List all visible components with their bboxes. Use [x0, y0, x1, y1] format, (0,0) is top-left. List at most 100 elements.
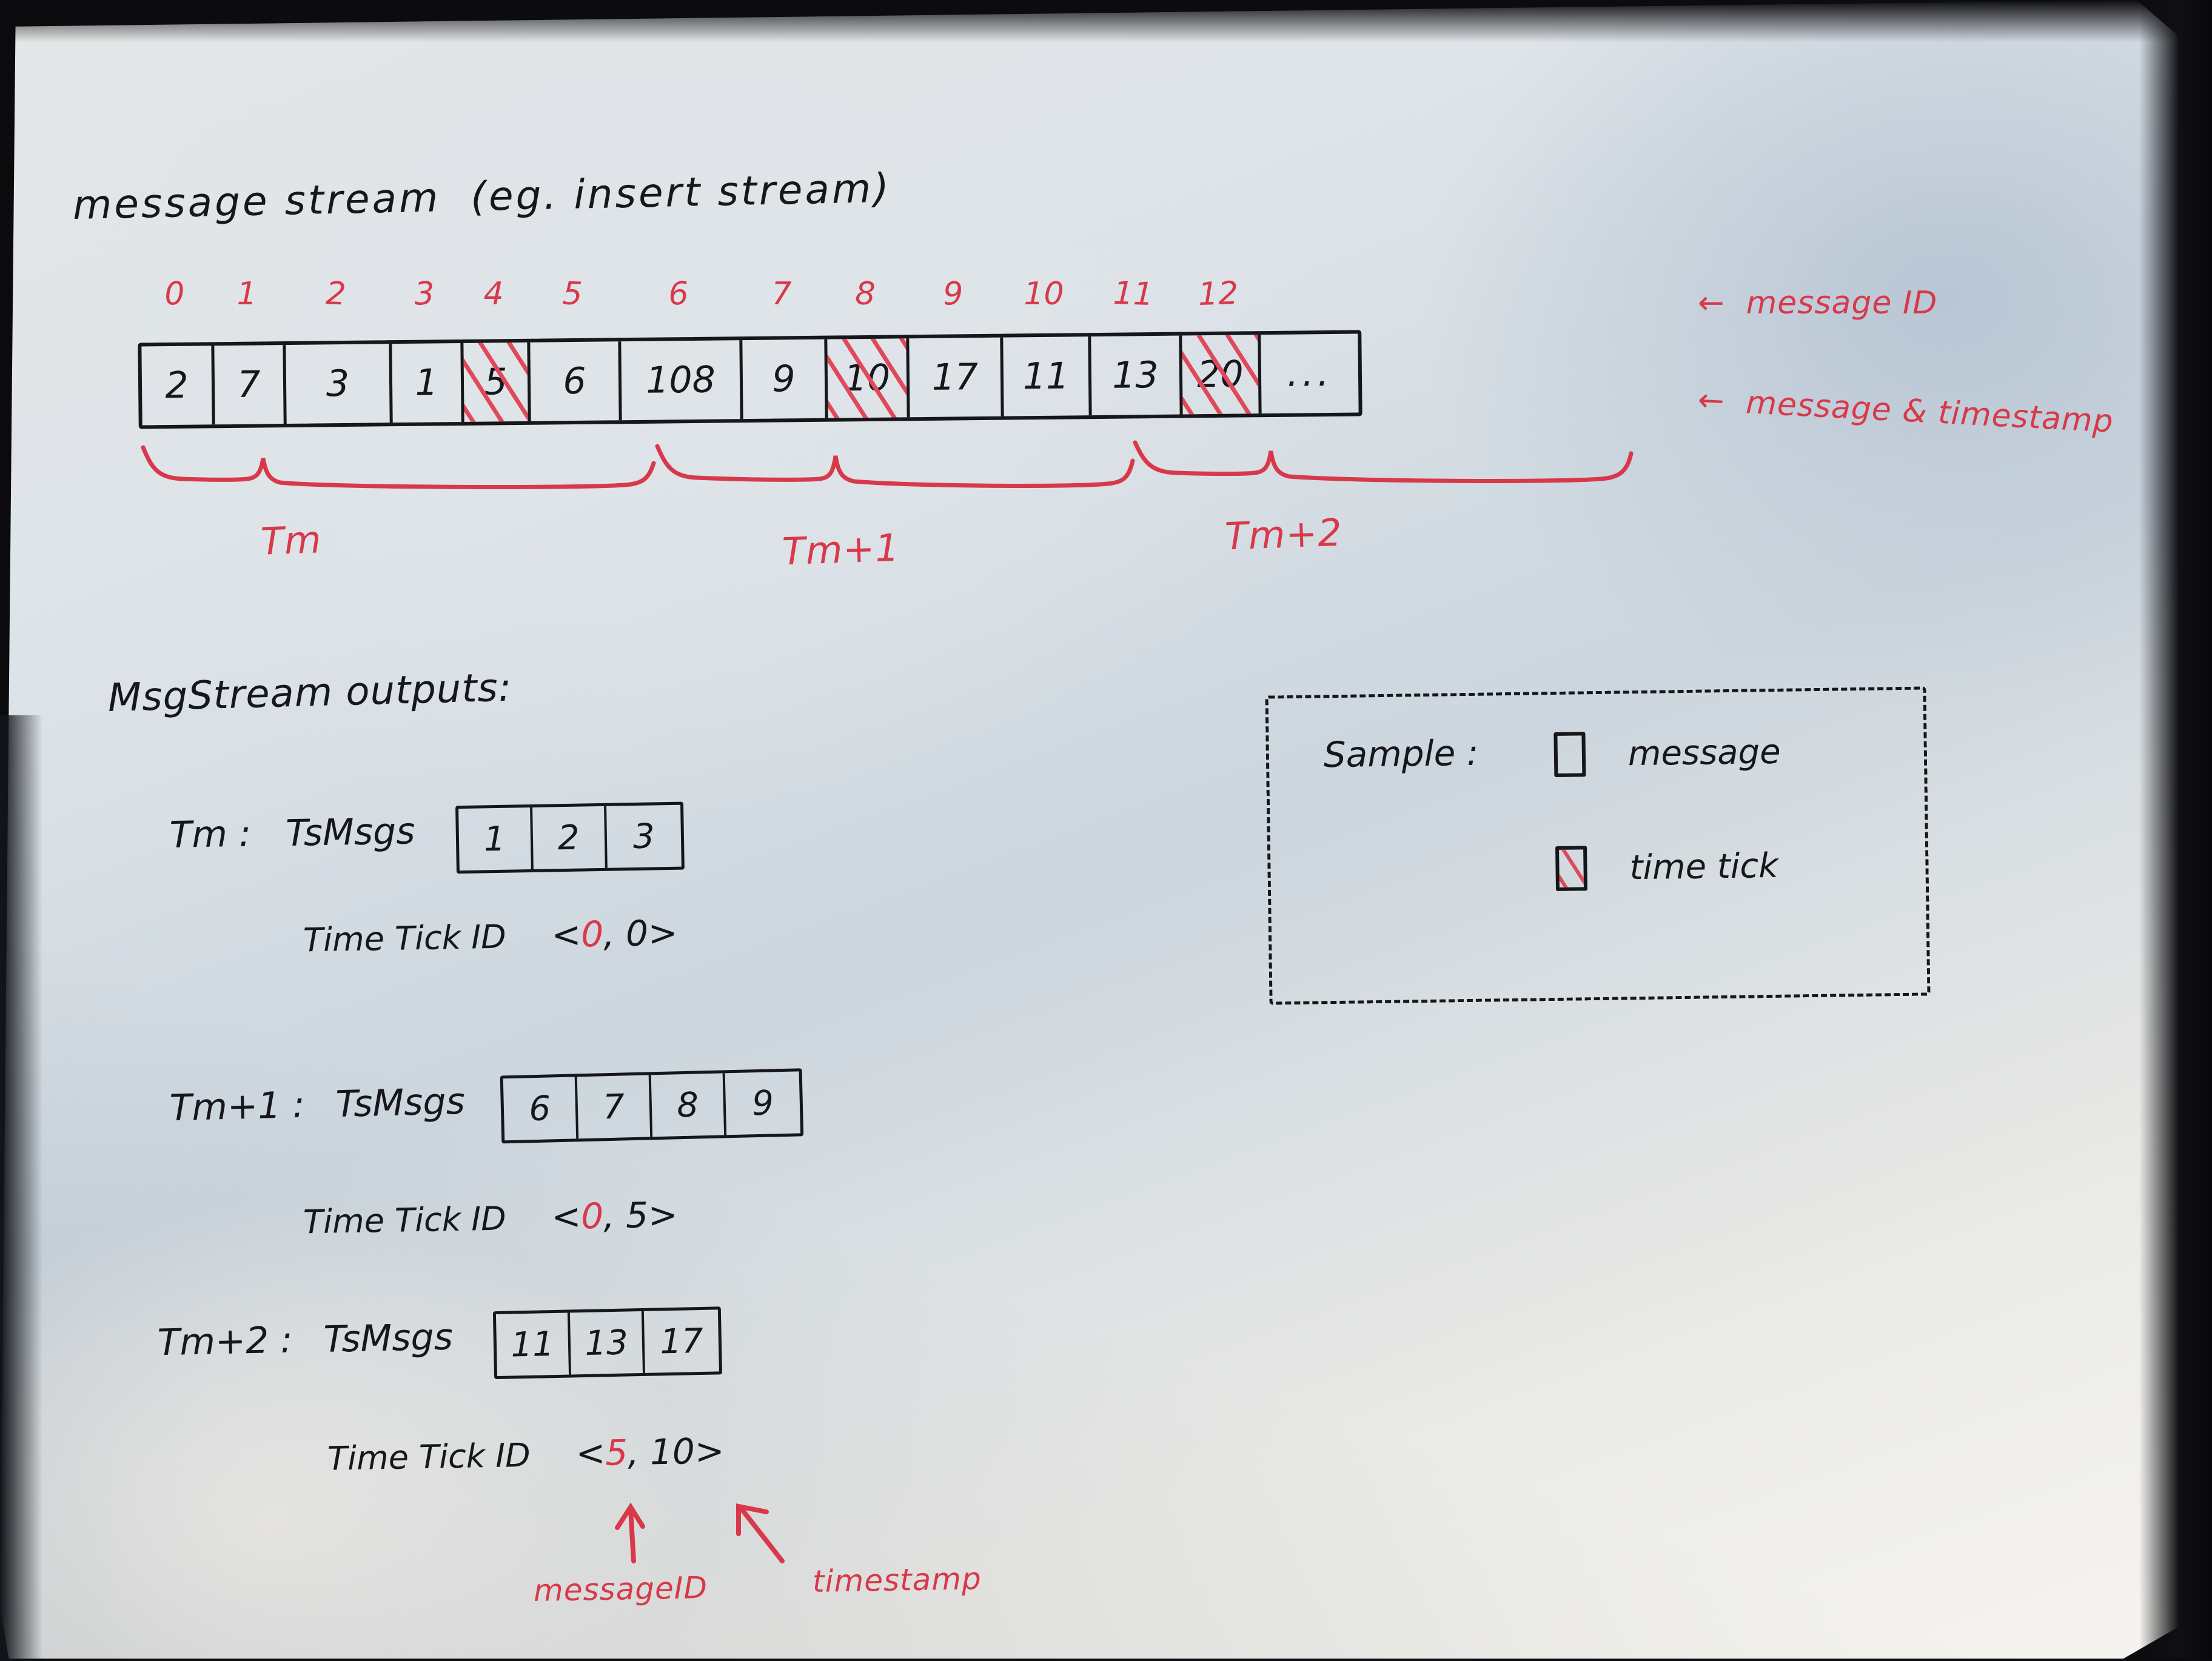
- stream-index-0: 0: [164, 275, 186, 313]
- stream-index-4: 4: [483, 276, 504, 312]
- stream-index-2: 2: [324, 275, 347, 313]
- stream-cell-3: 1: [392, 343, 464, 423]
- output-msg-cell: 11: [496, 1312, 572, 1377]
- message-stream-container: 2 7 3 1 5 6 108 9 10 17 11 13 20...: [138, 330, 1362, 429]
- stream-cell-11: 13: [1091, 335, 1183, 416]
- tick-open-tm2: <: [575, 1432, 606, 1474]
- output-msg-cell: 17: [659, 1321, 704, 1362]
- legend-box: Sample : message time tick: [1265, 686, 1931, 1005]
- stream-cell-5: 6: [530, 341, 622, 421]
- output-msg-cell: 1: [458, 807, 534, 871]
- stream-index-5: 5: [561, 275, 583, 313]
- tick-close-tm: >: [648, 912, 679, 954]
- tick-comma-tm2: ,: [627, 1431, 640, 1474]
- stream-cell-6: 108: [621, 340, 743, 421]
- stream-index-8: 8: [854, 275, 876, 313]
- tick-comma-tm: ,: [603, 913, 615, 955]
- tick-timestamp-tm2: 10: [649, 1431, 695, 1473]
- output-msgs-label-tm1: TsMsgs: [335, 1080, 466, 1126]
- output-msg-cell: 6: [503, 1077, 579, 1141]
- output-msg-cell: 13: [570, 1311, 646, 1375]
- stream-cell-value-4: 5: [484, 361, 508, 404]
- output-window-label-tm1: Tm+1 :: [169, 1083, 306, 1130]
- stream-cell-4: 5: [463, 342, 531, 422]
- timetick-swatch-icon: [1555, 846, 1588, 891]
- stream-cell-8: 10: [827, 338, 910, 418]
- stream-index-10: 10: [1024, 276, 1064, 312]
- legend-label-timetick: time tick: [1629, 846, 1779, 887]
- stream-cell-9: 17: [909, 337, 1004, 418]
- output-window-label-tm: Tm :: [169, 812, 252, 857]
- message-stream-row: 2 7 3 1 5 6 108 9 10 17 11 13 20...: [138, 330, 1362, 429]
- output-msg-cell: 9: [751, 1083, 774, 1123]
- photo-edge-left: [0, 715, 42, 1661]
- stream-cell-value-1: 7: [237, 363, 261, 406]
- stream-cell-0: 2: [141, 346, 215, 426]
- stream-index-6: 6: [668, 275, 689, 313]
- legend-label-message: message: [1627, 732, 1781, 774]
- stream-cell-value-7: 9: [772, 358, 796, 401]
- callout-message-id: ← message ID: [1698, 285, 1938, 321]
- legend-item-timetick: time tick: [1555, 843, 1778, 891]
- stream-index-12: 12: [1197, 275, 1239, 313]
- stream-cell-value-10: 11: [1022, 355, 1070, 398]
- output-tick-label-tm1: Time Tick ID: [303, 1199, 507, 1242]
- brace-label-tm1: Tm+1: [781, 525, 900, 574]
- output-msg-cell: 7: [577, 1075, 653, 1139]
- tick-open-tm1: <: [551, 1195, 581, 1238]
- stream-cell-1: 7: [214, 345, 287, 425]
- stream-index-9: 9: [942, 275, 964, 313]
- tick-msgid-tm2: 5: [605, 1432, 628, 1474]
- tick-open-tm: <: [551, 914, 581, 956]
- output-tick-label-tm: Time Tick ID: [303, 917, 507, 960]
- output-msgs-label-tm: TsMsgs: [285, 809, 415, 855]
- tick-msgid-tm: 0: [580, 913, 604, 955]
- stream-cell-value-13: ...: [1286, 352, 1333, 395]
- stream-cell-2: 3: [286, 344, 393, 424]
- stream-cell-value-6: 108: [645, 358, 716, 402]
- output-block-tm2: Tm+2 : TsMsgs 11 13 17: [157, 1306, 723, 1386]
- output-msgs-label-tm2: TsMsgs: [323, 1315, 454, 1361]
- annotation-timestamp: timestamp: [812, 1561, 982, 1599]
- output-tick-tm1: Time Tick ID <0, 5>: [303, 1194, 679, 1242]
- stream-cell-13: ...: [1261, 334, 1358, 414]
- legend-title: Sample :: [1323, 732, 1479, 776]
- output-msgs-box-tm2: 11 13 17: [493, 1306, 723, 1380]
- tick-comma-tm1: ,: [603, 1195, 615, 1237]
- brace-label-tm: Tm: [260, 517, 323, 564]
- stream-index-11: 11: [1112, 275, 1155, 313]
- stream-cell-value-2: 3: [326, 362, 350, 406]
- stream-index-3: 3: [414, 275, 435, 313]
- tick-timestamp-tm1: 5: [625, 1194, 649, 1237]
- stream-cell-value-8: 10: [843, 356, 891, 400]
- stream-cell-10: 11: [1003, 336, 1092, 416]
- output-window-label-tm2: Tm+2 :: [157, 1318, 293, 1365]
- tick-timestamp-tm: 0: [625, 912, 649, 955]
- output-msg-cell: 3: [632, 816, 655, 857]
- stream-index-7: 7: [771, 276, 792, 312]
- photo-edge-top: [0, 0, 2212, 42]
- tick-close-tm2: >: [694, 1430, 725, 1472]
- stream-cell-value-0: 2: [165, 364, 189, 407]
- output-msg-cell: 2: [532, 806, 608, 869]
- brace-label-tm2: Tm+2: [1224, 510, 1343, 559]
- tick-msgid-tm1: 0: [580, 1195, 604, 1237]
- stream-cell-value-3: 1: [415, 361, 438, 404]
- message-swatch-icon: [1553, 732, 1586, 777]
- stream-cell-value-9: 17: [931, 356, 979, 399]
- output-tick-tm2: Time Tick ID <5, 10>: [327, 1430, 725, 1478]
- annotation-message-id: messageID: [533, 1569, 708, 1608]
- stream-cell-12: 20: [1182, 335, 1262, 415]
- legend-item-message: message: [1553, 729, 1781, 777]
- stream-cell-7: 9: [742, 339, 828, 419]
- photo-edge-right: [2139, 0, 2212, 1659]
- stream-cell-value-5: 6: [563, 359, 586, 403]
- output-tick-label-tm2: Time Tick ID: [327, 1435, 531, 1478]
- stream-cell-value-11: 13: [1111, 353, 1159, 397]
- stream-index-1: 1: [236, 276, 257, 312]
- tick-close-tm1: >: [648, 1194, 679, 1236]
